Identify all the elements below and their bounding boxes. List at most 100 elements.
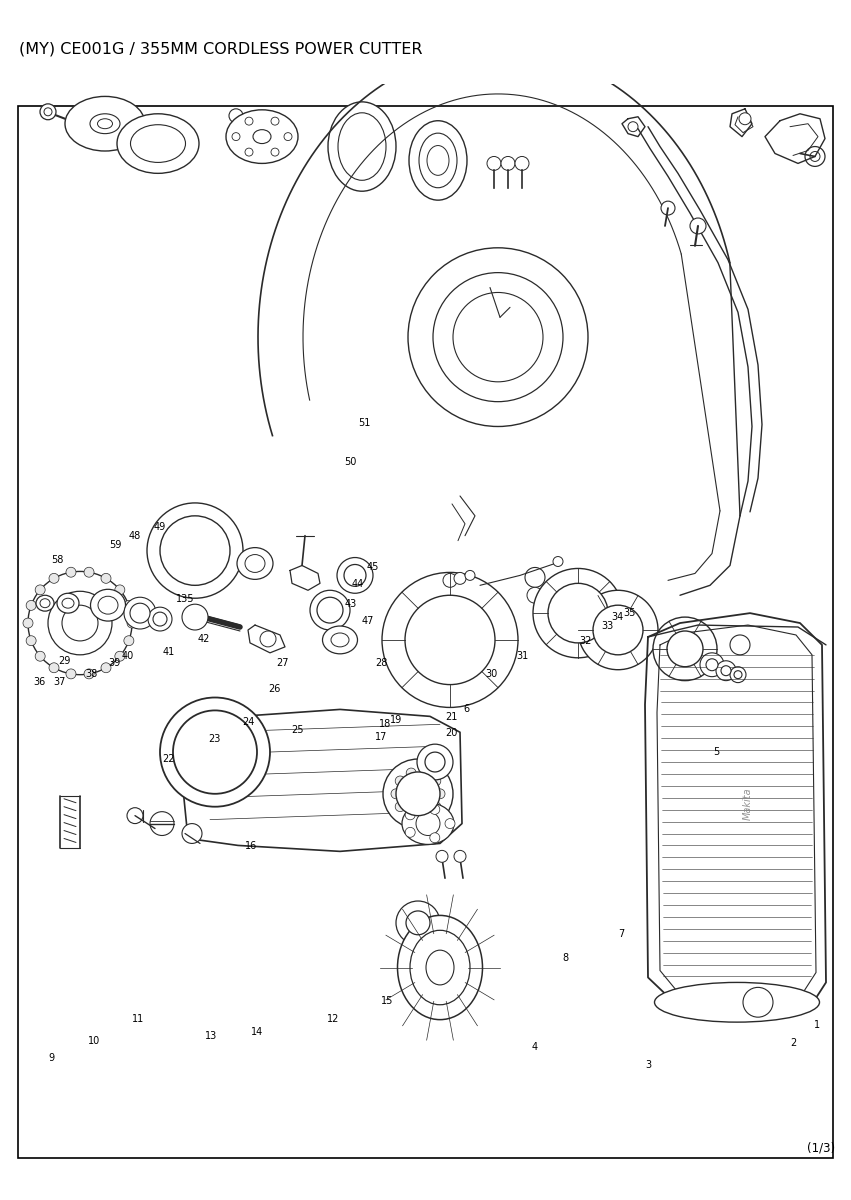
Circle shape bbox=[344, 564, 366, 587]
Ellipse shape bbox=[409, 121, 467, 200]
Ellipse shape bbox=[397, 916, 483, 1020]
Text: 36: 36 bbox=[33, 678, 45, 688]
Text: 1: 1 bbox=[814, 1020, 820, 1031]
Ellipse shape bbox=[331, 632, 349, 647]
Circle shape bbox=[115, 584, 125, 595]
Ellipse shape bbox=[117, 114, 199, 173]
Text: 58: 58 bbox=[52, 556, 64, 565]
Circle shape bbox=[435, 788, 445, 799]
Text: 17: 17 bbox=[375, 732, 387, 742]
Ellipse shape bbox=[62, 599, 74, 608]
Circle shape bbox=[443, 574, 457, 587]
Circle shape bbox=[721, 666, 731, 676]
Circle shape bbox=[337, 558, 373, 593]
Circle shape bbox=[628, 121, 638, 132]
Circle shape bbox=[101, 574, 111, 583]
Text: 5: 5 bbox=[713, 748, 720, 757]
Text: 32: 32 bbox=[580, 636, 591, 646]
Text: 59: 59 bbox=[110, 540, 122, 550]
Circle shape bbox=[465, 570, 475, 581]
Text: 42: 42 bbox=[198, 634, 210, 643]
Circle shape bbox=[396, 772, 440, 816]
Circle shape bbox=[40, 104, 56, 120]
Circle shape bbox=[35, 584, 45, 595]
Text: 44: 44 bbox=[351, 580, 363, 589]
Ellipse shape bbox=[98, 596, 118, 614]
Circle shape bbox=[147, 503, 243, 599]
Circle shape bbox=[383, 760, 453, 828]
Ellipse shape bbox=[654, 983, 820, 1022]
Ellipse shape bbox=[36, 595, 54, 611]
Text: 14: 14 bbox=[251, 1027, 263, 1037]
Text: 27: 27 bbox=[277, 658, 288, 667]
Text: 21: 21 bbox=[445, 713, 457, 722]
Text: 49: 49 bbox=[154, 522, 166, 533]
Text: 9: 9 bbox=[48, 1054, 54, 1063]
Circle shape bbox=[527, 587, 543, 604]
Ellipse shape bbox=[65, 96, 145, 151]
Circle shape bbox=[130, 604, 150, 623]
Ellipse shape bbox=[57, 593, 79, 613]
Ellipse shape bbox=[40, 599, 50, 607]
Circle shape bbox=[515, 156, 529, 170]
Circle shape bbox=[433, 272, 563, 402]
Circle shape bbox=[35, 652, 45, 661]
Text: 43: 43 bbox=[345, 599, 357, 608]
Text: 31: 31 bbox=[517, 652, 528, 661]
Circle shape bbox=[160, 516, 230, 586]
Text: 45: 45 bbox=[367, 562, 379, 571]
Circle shape bbox=[28, 571, 132, 674]
Circle shape bbox=[66, 568, 76, 577]
Text: 6: 6 bbox=[463, 703, 470, 714]
Circle shape bbox=[653, 617, 717, 680]
Circle shape bbox=[743, 988, 773, 1018]
Circle shape bbox=[49, 574, 59, 583]
Circle shape bbox=[716, 661, 736, 680]
Circle shape bbox=[734, 671, 742, 679]
Ellipse shape bbox=[410, 930, 470, 1004]
Text: 135: 135 bbox=[176, 594, 195, 605]
Circle shape bbox=[445, 818, 455, 828]
Circle shape bbox=[382, 572, 518, 708]
Ellipse shape bbox=[253, 130, 271, 144]
Circle shape bbox=[406, 911, 430, 935]
Circle shape bbox=[101, 662, 111, 673]
Circle shape bbox=[420, 810, 430, 820]
Ellipse shape bbox=[90, 114, 120, 133]
Circle shape bbox=[430, 804, 440, 815]
Text: 3: 3 bbox=[645, 1060, 652, 1069]
Text: 24: 24 bbox=[243, 716, 254, 727]
Text: 12: 12 bbox=[328, 1014, 340, 1024]
Text: Makita: Makita bbox=[743, 787, 753, 820]
Ellipse shape bbox=[427, 145, 449, 175]
Text: 2: 2 bbox=[790, 1038, 797, 1048]
Circle shape bbox=[408, 248, 588, 426]
Circle shape bbox=[436, 851, 448, 863]
Circle shape bbox=[62, 605, 98, 641]
Circle shape bbox=[310, 590, 350, 630]
Circle shape bbox=[593, 605, 643, 655]
Circle shape bbox=[48, 592, 112, 655]
Circle shape bbox=[150, 811, 174, 835]
Text: 40: 40 bbox=[122, 652, 134, 661]
Circle shape bbox=[127, 808, 143, 823]
Text: 48: 48 bbox=[129, 532, 140, 541]
Circle shape bbox=[124, 636, 134, 646]
Ellipse shape bbox=[90, 589, 125, 622]
Ellipse shape bbox=[245, 554, 265, 572]
Text: 10: 10 bbox=[88, 1036, 100, 1045]
Text: 19: 19 bbox=[390, 714, 402, 725]
Ellipse shape bbox=[419, 133, 457, 187]
Text: 41: 41 bbox=[163, 647, 174, 656]
Text: 51: 51 bbox=[358, 418, 370, 427]
Ellipse shape bbox=[237, 547, 273, 580]
Circle shape bbox=[420, 768, 430, 778]
Circle shape bbox=[553, 557, 563, 566]
Circle shape bbox=[182, 823, 202, 844]
Ellipse shape bbox=[130, 125, 186, 162]
Circle shape bbox=[317, 598, 343, 623]
Circle shape bbox=[405, 810, 415, 820]
Circle shape bbox=[260, 631, 276, 647]
Circle shape bbox=[430, 833, 440, 842]
Text: (1/3): (1/3) bbox=[807, 1141, 835, 1154]
